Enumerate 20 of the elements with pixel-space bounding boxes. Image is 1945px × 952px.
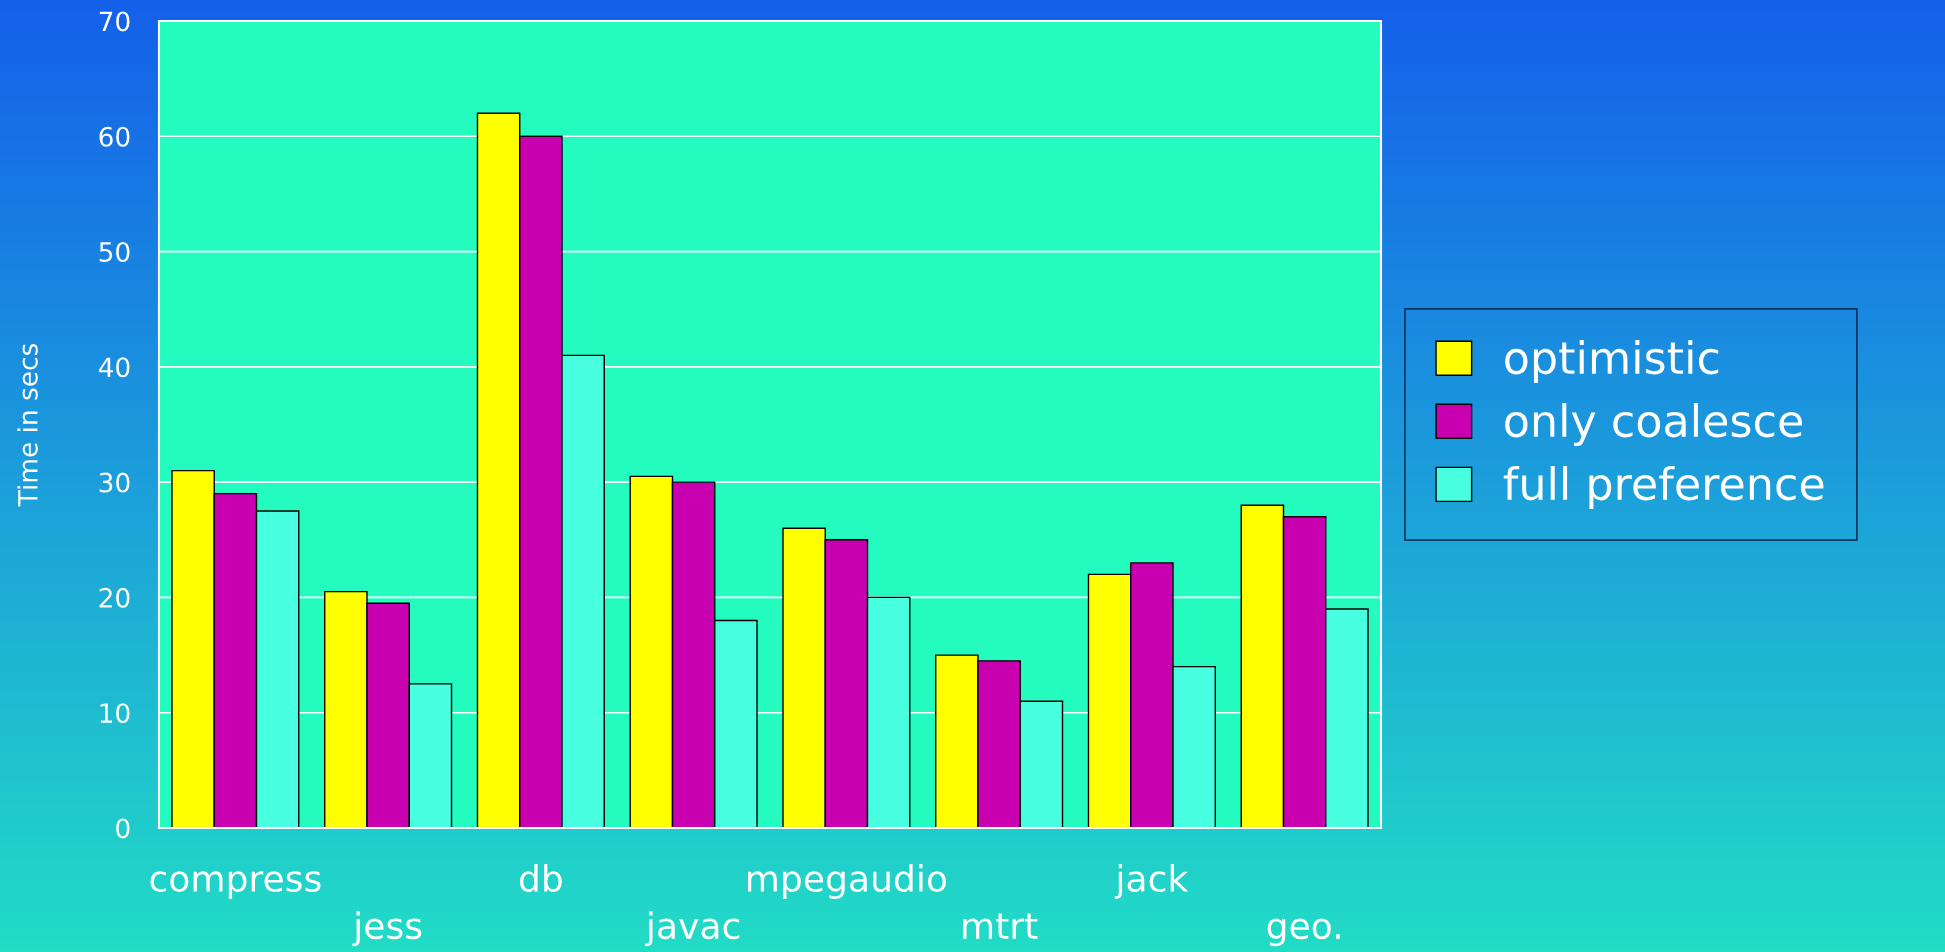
y-tick-label: 40 xyxy=(98,357,130,378)
x-tick-label: compress xyxy=(150,871,321,900)
x-tick-label: db xyxy=(519,864,562,893)
x-tick-label: jack xyxy=(1114,864,1189,900)
y-axis-title: Time in secs xyxy=(17,343,38,507)
x-tick-label: javac xyxy=(645,911,740,947)
x-tick-label: geo. xyxy=(1267,918,1340,947)
x-tick-label: jess xyxy=(352,911,422,947)
y-tick-label: 0 xyxy=(116,818,130,839)
y-tick-label: 10 xyxy=(100,703,130,724)
y-tick-label: 70 xyxy=(99,11,130,32)
legend-label: optimistic xyxy=(1505,339,1719,383)
x-tick-label: mtrt xyxy=(963,913,1038,939)
y-tick-label: 50 xyxy=(99,242,130,262)
y-tick-label: 30 xyxy=(99,472,130,493)
legend-label: only coalesce xyxy=(1505,402,1802,447)
legend-label: full preference xyxy=(1503,466,1824,510)
y-tick-label: 60 xyxy=(99,126,130,147)
y-tick-label: 20 xyxy=(99,587,130,608)
x-tick-label: mpegaudio xyxy=(748,864,947,900)
